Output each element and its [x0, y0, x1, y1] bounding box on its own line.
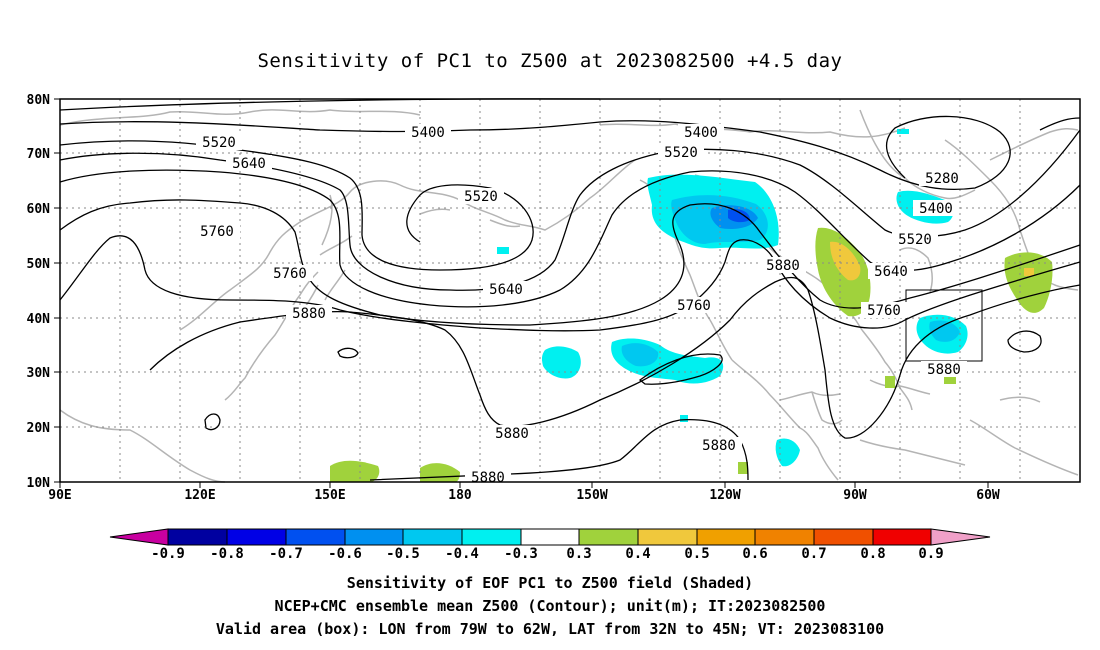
contour-labels: 5520 5400 5400 5520 5640 5520 5280 5400 … [194, 124, 967, 486]
lon-label: 150E [314, 488, 345, 503]
contour-label: 5880 [471, 470, 505, 486]
colorbar-tick: -0.3 [504, 546, 538, 562]
colorbar-tick: 0.3 [566, 546, 591, 562]
contour-label: 5760 [273, 266, 307, 282]
colorbar-arrow-right [930, 528, 991, 546]
lon-label: 120W [709, 488, 740, 503]
shade-small-arctic [897, 129, 909, 134]
map-frame [59, 98, 1081, 483]
colorbar-cell [578, 528, 639, 546]
lat-label: 40N [27, 312, 51, 327]
contour-label: 5880 [702, 438, 736, 454]
colorbar-cell [461, 528, 522, 546]
contour-label: 5520 [202, 135, 236, 151]
colorbar-tick: -0.7 [269, 546, 303, 562]
contour-label: 5400 [411, 125, 445, 141]
shade-pacific-south-2 [420, 463, 460, 482]
caption-valid-area: Valid area (box): LON from 79W to 62W, L… [215, 620, 885, 638]
contour-label: 5760 [867, 303, 901, 319]
colorbar-cell [637, 528, 698, 546]
colorbar-cell [402, 528, 463, 546]
coastlines [59, 109, 1079, 483]
colorbar-cell [520, 528, 580, 546]
contour-label: 5880 [766, 258, 800, 274]
lon-axis: 90E 120E 150E 180 150W 120W 90W 60W [48, 488, 1000, 503]
colorbar-tick: -0.4 [445, 546, 479, 562]
contour-label: 5760 [200, 224, 234, 240]
shade-pacific-south [330, 460, 380, 482]
colorbar-cell [872, 528, 932, 546]
sensitivity-shading [330, 129, 1053, 482]
lon-label: 90W [843, 488, 867, 503]
contour-label: 5280 [925, 171, 959, 187]
lat-label: 70N [27, 147, 51, 162]
caption-shading: Sensitivity of EOF PC1 to Z500 field (Sh… [346, 574, 754, 592]
colorbar [109, 528, 991, 546]
colorbar-cell [226, 528, 287, 546]
colorbar-tick: -0.9 [151, 546, 185, 562]
contour-label: 5640 [874, 264, 908, 280]
axis-ticks [54, 98, 989, 488]
contour-label: 5520 [664, 145, 698, 161]
lat-label: 30N [27, 366, 51, 381]
lat-label: 10N [27, 476, 51, 491]
shade-central-us-core [830, 241, 861, 281]
colorbar-cell [696, 528, 756, 546]
colorbar-tick: 0.4 [625, 546, 650, 562]
lon-label: 60W [976, 488, 1000, 503]
contour-label: 5760 [677, 298, 711, 314]
contour-label: 5400 [919, 201, 953, 217]
shade-east-coast-core [929, 320, 960, 342]
shade-atlantic-north [1004, 252, 1053, 313]
colorbar-cell [344, 528, 404, 546]
colorbar-tick: 0.9 [918, 546, 943, 562]
contour-label: 5400 [684, 125, 718, 141]
lon-label: 150W [576, 488, 607, 503]
colorbar-tick: -0.5 [386, 546, 420, 562]
colorbar-tick: 0.5 [684, 546, 709, 562]
colorbar-cell [813, 528, 874, 546]
contour-label: 5520 [898, 232, 932, 248]
colorbar-cell [167, 528, 228, 546]
contour-label: 5880 [292, 306, 326, 322]
shade-mexico [775, 438, 800, 467]
lat-label: 20N [27, 421, 51, 436]
colorbar-tick: 0.8 [860, 546, 885, 562]
colorbar-tick: -0.8 [210, 546, 244, 562]
colorbar-cell [754, 528, 815, 546]
lat-label: 60N [27, 202, 51, 217]
shade-small-south [738, 462, 748, 474]
shade-small-caribbean [885, 376, 895, 388]
map-title: Sensitivity of PC1 to Z500 at 2023082500… [257, 50, 843, 72]
contour-label: 5520 [464, 189, 498, 205]
z500-contours [59, 98, 1081, 481]
lon-label: 90E [48, 488, 71, 503]
shade-small-pacific [497, 247, 509, 254]
lon-label: 120E [184, 488, 215, 503]
shade-atlantic-north-core [1024, 268, 1034, 276]
lat-label: 80N [27, 93, 51, 108]
colorbar-tick: -0.6 [328, 546, 362, 562]
shade-small-mid [680, 415, 688, 422]
lat-label: 50N [27, 257, 51, 272]
colorbar-tick: 0.7 [801, 546, 826, 562]
colorbar-cell [285, 528, 346, 546]
caption-contour: NCEP+CMC ensemble mean Z500 (Contour); u… [274, 597, 826, 615]
contour-label: 5640 [232, 156, 266, 172]
contour-label: 5880 [495, 426, 529, 442]
contour-label: 5640 [489, 282, 523, 298]
shade-small-atlantic [944, 374, 956, 384]
grid [60, 99, 1080, 482]
lon-label: 180 [448, 488, 472, 503]
shade-northwest-max [728, 209, 750, 223]
shade-pacific-east-core [621, 343, 659, 367]
lat-axis: 80N 70N 60N 50N 40N 30N 20N 10N [27, 93, 51, 491]
colorbar-tick: 0.6 [742, 546, 767, 562]
shade-pacific-mid [541, 346, 581, 379]
colorbar-arrow-left [109, 528, 169, 546]
colorbar-ticks: -0.9 -0.8 -0.7 -0.6 -0.5 -0.4 -0.3 0.3 0… [151, 546, 944, 562]
contour-label: 5880 [927, 362, 961, 378]
